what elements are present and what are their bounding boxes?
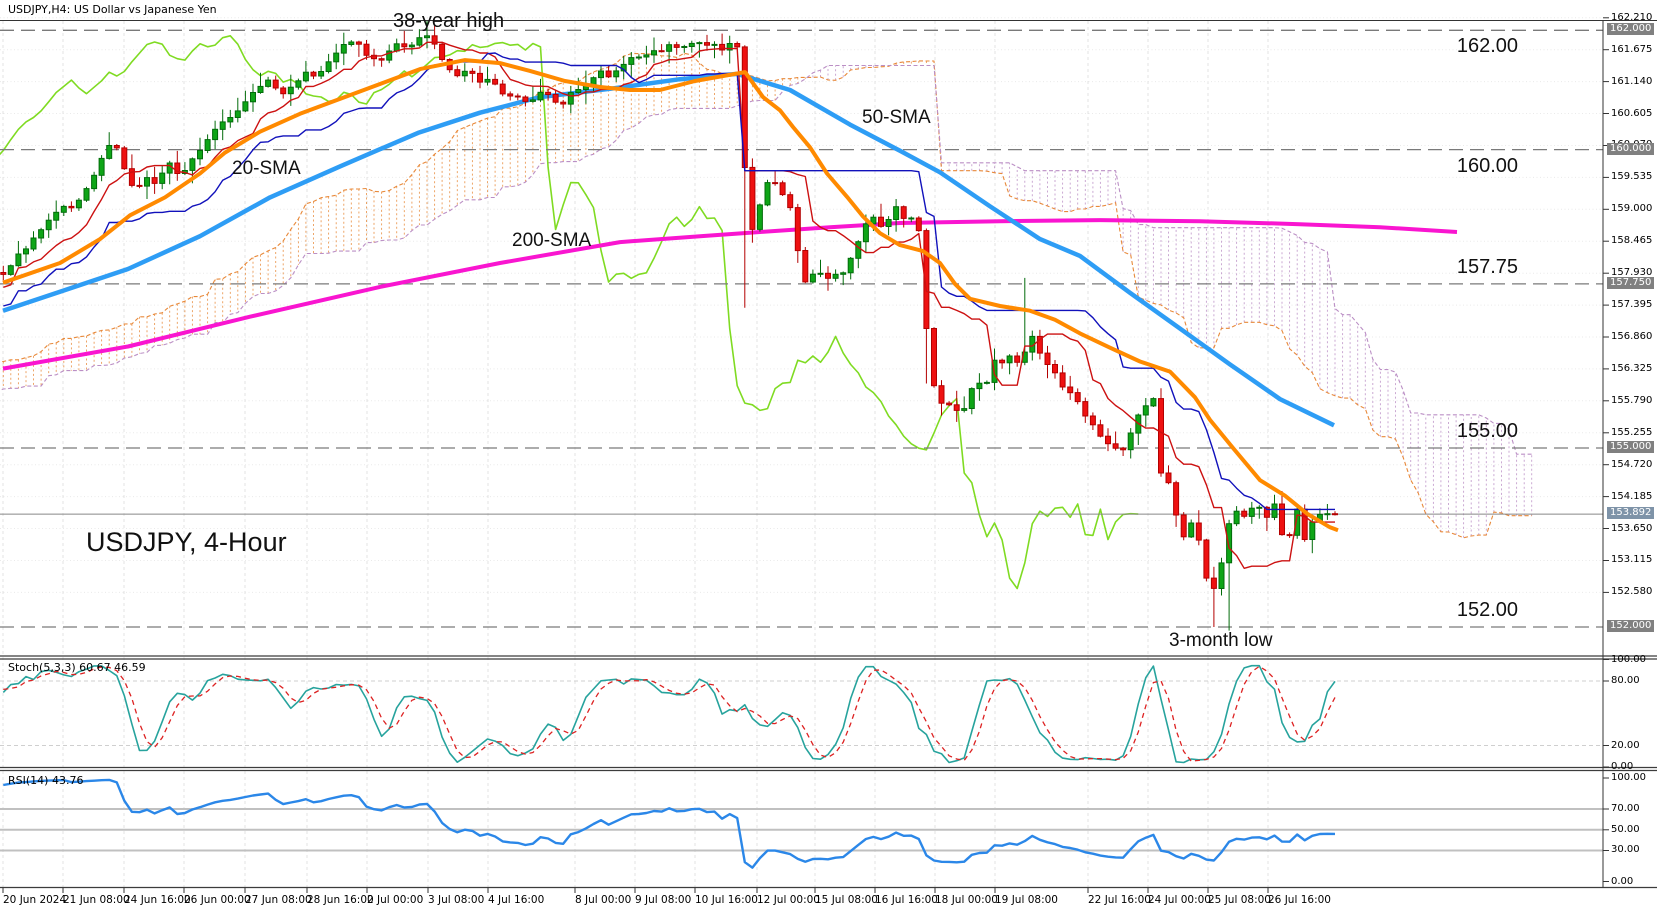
price-tick-label: 161.675 bbox=[1611, 43, 1653, 55]
price-tick-label: 158.465 bbox=[1611, 235, 1653, 247]
time-tick-label: 2 Jul 00:00 bbox=[367, 894, 424, 906]
time-tick-label: 24 Jul 00:00 bbox=[1148, 894, 1211, 906]
big-level-label: 155.00 bbox=[1456, 419, 1518, 442]
price-tick-label: 155.790 bbox=[1611, 394, 1653, 406]
rsi-scale-label: 30.00 bbox=[1611, 844, 1640, 856]
time-tick-label: 9 Jul 08:00 bbox=[635, 894, 692, 906]
time-tick-label: 8 Jul 00:00 bbox=[575, 894, 632, 906]
time-tick-label: 27 Jun 08:00 bbox=[245, 894, 312, 906]
time-tick-label: 3 Jul 08:00 bbox=[428, 894, 485, 906]
time-tick-label: 15 Jul 08:00 bbox=[815, 894, 878, 906]
big-level-label: 157.75 bbox=[1456, 255, 1518, 278]
big-level-label: 160.00 bbox=[1456, 154, 1518, 177]
stoch-scale-label: 0.00 bbox=[1611, 761, 1634, 772]
price-tick-label: 156.325 bbox=[1611, 362, 1653, 374]
annotation-50-sma: 50-SMA bbox=[862, 107, 931, 128]
price-tick-label: 157.395 bbox=[1611, 299, 1653, 311]
time-tick-label: 12 Jul 00:00 bbox=[757, 894, 820, 906]
rsi-indicator-label: RSI(14) 43.76 bbox=[8, 774, 84, 787]
rsi-scale-label: 100.00 bbox=[1611, 772, 1646, 783]
big-level-label: 162.00 bbox=[1456, 35, 1518, 58]
time-tick-label: 10 Jul 16:00 bbox=[695, 894, 758, 906]
time-tick-label: 22 Jul 16:00 bbox=[1088, 894, 1151, 906]
time-tick-label: 25 Jul 08:00 bbox=[1208, 894, 1271, 906]
price-tick-label: 156.860 bbox=[1611, 330, 1653, 342]
price-tick-label: 157.930 bbox=[1611, 267, 1653, 279]
price-tick-label: 162.210 bbox=[1611, 11, 1653, 23]
big-level-label: 152.00 bbox=[1456, 598, 1518, 621]
time-tick-label: 18 Jul 00:00 bbox=[935, 894, 998, 906]
price-tick-label: 155.255 bbox=[1611, 426, 1653, 438]
price-level-label: 162.000 bbox=[1607, 23, 1655, 36]
chart-title: USDJPY,H4: US Dollar vs Japanese Yen bbox=[8, 3, 217, 16]
price-level-label: 152.000 bbox=[1607, 619, 1655, 632]
rsi-scale-label: 70.00 bbox=[1611, 803, 1640, 815]
price-level-label: 157.750 bbox=[1607, 276, 1655, 289]
stochastic-indicator-label: Stoch(5,3,3) 60.67 46.59 bbox=[8, 661, 146, 674]
stoch-scale-label: 80.00 bbox=[1611, 675, 1640, 686]
price-tick-label: 159.000 bbox=[1611, 203, 1653, 215]
stoch-scale-label: 100.00 bbox=[1611, 653, 1646, 665]
annotation-20-sma: 20-SMA bbox=[232, 158, 301, 179]
time-tick-label: 16 Jul 16:00 bbox=[875, 894, 938, 906]
time-tick-label: 26 Jul 16:00 bbox=[1268, 894, 1331, 906]
rsi-scale-label: 50.00 bbox=[1611, 823, 1640, 835]
annotation-3-month-low: 3-month low bbox=[1169, 630, 1273, 651]
time-tick-label: 24 Jun 16:00 bbox=[124, 894, 191, 906]
annotation-200-sma: 200-SMA bbox=[512, 230, 592, 251]
price-tick-label: 154.185 bbox=[1611, 490, 1653, 502]
annotation-38-year-high: 38-year high bbox=[393, 10, 505, 32]
time-tick-label: 28 Jun 16:00 bbox=[307, 894, 374, 906]
price-tick-label: 161.140 bbox=[1611, 75, 1653, 87]
price-tick-label: 153.650 bbox=[1611, 522, 1653, 534]
price-level-label: 155.000 bbox=[1607, 440, 1655, 453]
current-price-label: 153.892 bbox=[1607, 507, 1655, 520]
time-tick-label: 21 Jun 08:00 bbox=[63, 894, 130, 906]
time-tick-label: 19 Jul 08:00 bbox=[995, 894, 1058, 906]
price-tick-label: 153.115 bbox=[1611, 554, 1653, 566]
price-tick-label: 154.720 bbox=[1611, 458, 1653, 470]
rsi-scale-label: 0.00 bbox=[1611, 875, 1634, 887]
candlesticks bbox=[0, 21, 1338, 631]
time-tick-label: 20 Jun 2024 bbox=[3, 894, 67, 906]
time-tick-label: 4 Jul 16:00 bbox=[488, 894, 545, 906]
price-tick-label: 160.605 bbox=[1611, 107, 1653, 119]
stoch-scale-label: 20.00 bbox=[1611, 739, 1640, 751]
annotation-chart-label: USDJPY, 4-Hour bbox=[86, 527, 287, 557]
price-tick-label: 152.580 bbox=[1611, 586, 1653, 598]
price-level-label: 160.000 bbox=[1607, 142, 1655, 155]
price-tick-label: 159.535 bbox=[1611, 171, 1653, 183]
time-tick-label: 26 Jun 00:00 bbox=[184, 894, 251, 906]
